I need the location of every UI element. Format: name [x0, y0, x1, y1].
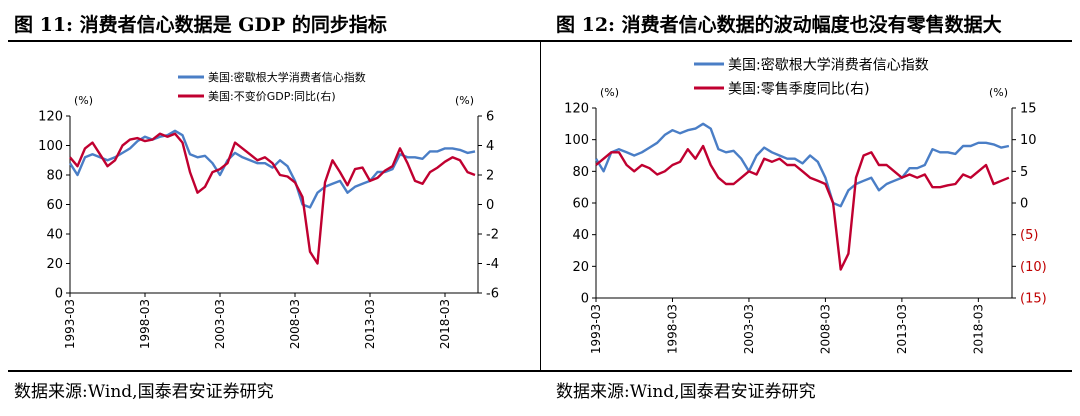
fig12-right-tick-label: 0 [1020, 197, 1028, 212]
fig11-right-tick-label: 4 [486, 139, 494, 154]
figure-11-title: 图 11: 消费者信心数据是 GDP 的同步指标 [14, 14, 387, 36]
figure-12-source: 数据来源:Wind,国泰君安证券研究 [556, 382, 816, 402]
fig11-left-tick-label: 60 [46, 198, 63, 213]
fig11-x-tick-label: 2003-03 [213, 299, 227, 349]
fig11-x-tick-label: 1998-03 [138, 299, 152, 349]
fig11-x-tick-label: 2018-03 [438, 299, 452, 349]
fig11-left-tick-label: 40 [46, 228, 63, 243]
fig12-right-axis-label: (%) [989, 86, 1008, 99]
figure-11-source: 数据来源:Wind,国泰君安证券研究 [14, 382, 274, 402]
fig12-x-tick-label: 2018-03 [971, 304, 985, 354]
fig11-left-tick-label: 100 [38, 139, 63, 154]
fig12-left-tick-label: 100 [564, 133, 589, 148]
fig12-right-tick-label: 15 [1020, 102, 1037, 117]
fig11-series-red-line [69, 132, 476, 265]
fig12-x-tick-label: 1993-03 [589, 304, 603, 354]
fig11-x-tick-label: 1993-03 [63, 299, 77, 349]
figure-11-chart: 0 20 40 60 80 100 120 -6 -4 -2 0 2 4 6 (%) (%) 1993-03 19… [38, 70, 499, 349]
bottom-rule [8, 370, 1072, 372]
fig12-x-tick-label: 2008-03 [818, 304, 832, 354]
fig12-left-tick-label: 120 [564, 102, 589, 117]
fig11-x-tick-label: 2013-03 [363, 299, 377, 349]
fig11-legend-label: 美国:密歇根大学消费者信心指数 [208, 70, 366, 84]
fig12-right-tick-label: (15) [1020, 292, 1047, 307]
fig11-left-tick-label: 0 [55, 287, 63, 302]
fig12-x-tick-label: 1998-03 [665, 304, 679, 354]
fig12-series-blue-line [594, 122, 1010, 208]
fig12-left-axis-label: (%) [600, 86, 619, 99]
figure-12-chart: 0 20 40 60 80 100 120 (15) (10) (5) 0 5 10 15 (%) (%) 19… [564, 56, 1047, 354]
fig12-right-tick-label: (5) [1020, 228, 1038, 243]
top-rule [8, 40, 1072, 42]
fig12-right-tick-label: 10 [1020, 133, 1037, 148]
fig12-series-red-line [595, 144, 1010, 271]
fig12-left-tick-label: 60 [572, 197, 589, 212]
fig11-left-axis-label: (%) [74, 94, 93, 107]
fig11-left-tick-label: 80 [46, 169, 63, 184]
fig11-right-tick-label: 6 [486, 110, 494, 125]
fig12-x-tick-label: 2013-03 [895, 304, 909, 354]
fig11-right-tick-label: -6 [486, 287, 499, 302]
fig11-right-tick-label: -4 [486, 257, 499, 272]
fig12-right-tick-label: 5 [1020, 165, 1028, 180]
fig12-x-tick-label: 2003-03 [742, 304, 756, 354]
figure-12-title: 图 12: 消费者信心数据的波动幅度也没有零售数据大 [556, 14, 1002, 36]
fig11-x-tick-label: 2008-03 [288, 299, 302, 349]
fig12-right-tick-label: (10) [1020, 260, 1047, 275]
fig12-legend-label: 美国:零售季度同比(右) [728, 81, 870, 97]
fig12-left-tick-label: 0 [581, 292, 589, 307]
panel-divider [540, 42, 541, 370]
fig11-series-blue-line [68, 129, 476, 209]
fig12-left-tick-label: 80 [572, 165, 589, 180]
fig11-left-tick-label: 20 [46, 257, 63, 272]
fig11-right-tick-label: -2 [486, 228, 499, 243]
fig12-left-tick-label: 20 [572, 260, 589, 275]
fig11-right-tick-label: 2 [486, 169, 494, 184]
fig12-left-tick-label: 40 [572, 228, 589, 243]
fig11-legend-label: 美国:不变价GDP:同比(右) [208, 89, 336, 103]
fig11-left-tick-label: 120 [38, 110, 63, 125]
fig12-legend-label: 美国:密歇根大学消费者信心指数 [728, 56, 929, 73]
fig11-right-tick-label: 0 [486, 198, 494, 213]
fig11-right-axis-label: (%) [455, 94, 474, 107]
